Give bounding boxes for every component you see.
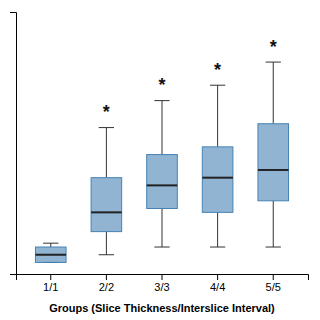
x-tick-mark	[217, 274, 218, 280]
box	[91, 178, 122, 232]
cap-low	[210, 247, 225, 248]
x-tick-mark	[273, 274, 274, 280]
x-tick-label: 5/5	[266, 281, 281, 293]
x-tick-mark	[50, 274, 51, 280]
x-tick: 2/2	[99, 274, 114, 293]
annotation: *	[214, 60, 221, 80]
median	[147, 184, 178, 186]
x-tick: 1/1	[43, 274, 58, 293]
whisker-low	[106, 232, 107, 255]
x-tick-label: 4/4	[210, 281, 225, 293]
median	[258, 169, 289, 171]
whisker-low	[217, 212, 218, 247]
whisker-high	[217, 85, 218, 147]
box	[35, 247, 66, 262]
x-tick: 4/4	[210, 274, 225, 293]
box-group	[258, 62, 289, 247]
x-tick: 5/5	[266, 274, 281, 293]
median	[202, 177, 233, 179]
x-tick-label: 2/2	[99, 281, 114, 293]
x-tick-mark	[162, 274, 163, 280]
x-tick-label: 1/1	[43, 281, 58, 293]
chart: 1/1 2/2 3/3 4/4 5/5 * * * * Groups (Slice Thickne…	[0, 0, 320, 320]
cap-high	[99, 127, 114, 128]
x-axis-title: Groups (Slice Thickness/Interslice Inter…	[49, 302, 275, 314]
plot: 1/1 2/2 3/3 4/4 5/5 * * * *	[10, 13, 309, 293]
box	[147, 155, 178, 209]
cap-high	[154, 100, 169, 101]
whisker-high	[273, 62, 274, 124]
x-tick: 3/3	[154, 274, 169, 293]
box-group	[35, 243, 66, 262]
whisker-low	[162, 209, 163, 248]
box	[258, 124, 289, 201]
whisker-high	[50, 243, 51, 247]
whisker-high	[162, 101, 163, 155]
x-tick-mark	[106, 274, 107, 280]
box-group	[147, 101, 178, 247]
whisker-low	[273, 201, 274, 247]
x-tick-label: 3/3	[154, 281, 169, 293]
median	[91, 211, 122, 213]
box-group	[91, 128, 122, 255]
boxes	[35, 62, 288, 262]
box	[202, 147, 233, 213]
box-group	[202, 85, 233, 247]
whisker-high	[106, 128, 107, 178]
x-axis-line	[17, 275, 309, 281]
y-axis	[10, 13, 17, 275]
cap-high	[266, 62, 281, 63]
cap-high	[210, 85, 225, 86]
median	[35, 254, 66, 256]
annotation: *	[103, 102, 110, 122]
cap-low	[154, 247, 169, 248]
cap-low	[266, 247, 281, 248]
annotation: *	[158, 75, 165, 95]
x-axis: 1/1 2/2 3/3 4/4 5/5	[17, 274, 309, 293]
cap-low	[99, 254, 114, 255]
cap-high	[43, 243, 58, 244]
annotations: * * * *	[103, 37, 277, 123]
annotation: *	[270, 37, 277, 57]
y-axis-line	[10, 13, 17, 275]
